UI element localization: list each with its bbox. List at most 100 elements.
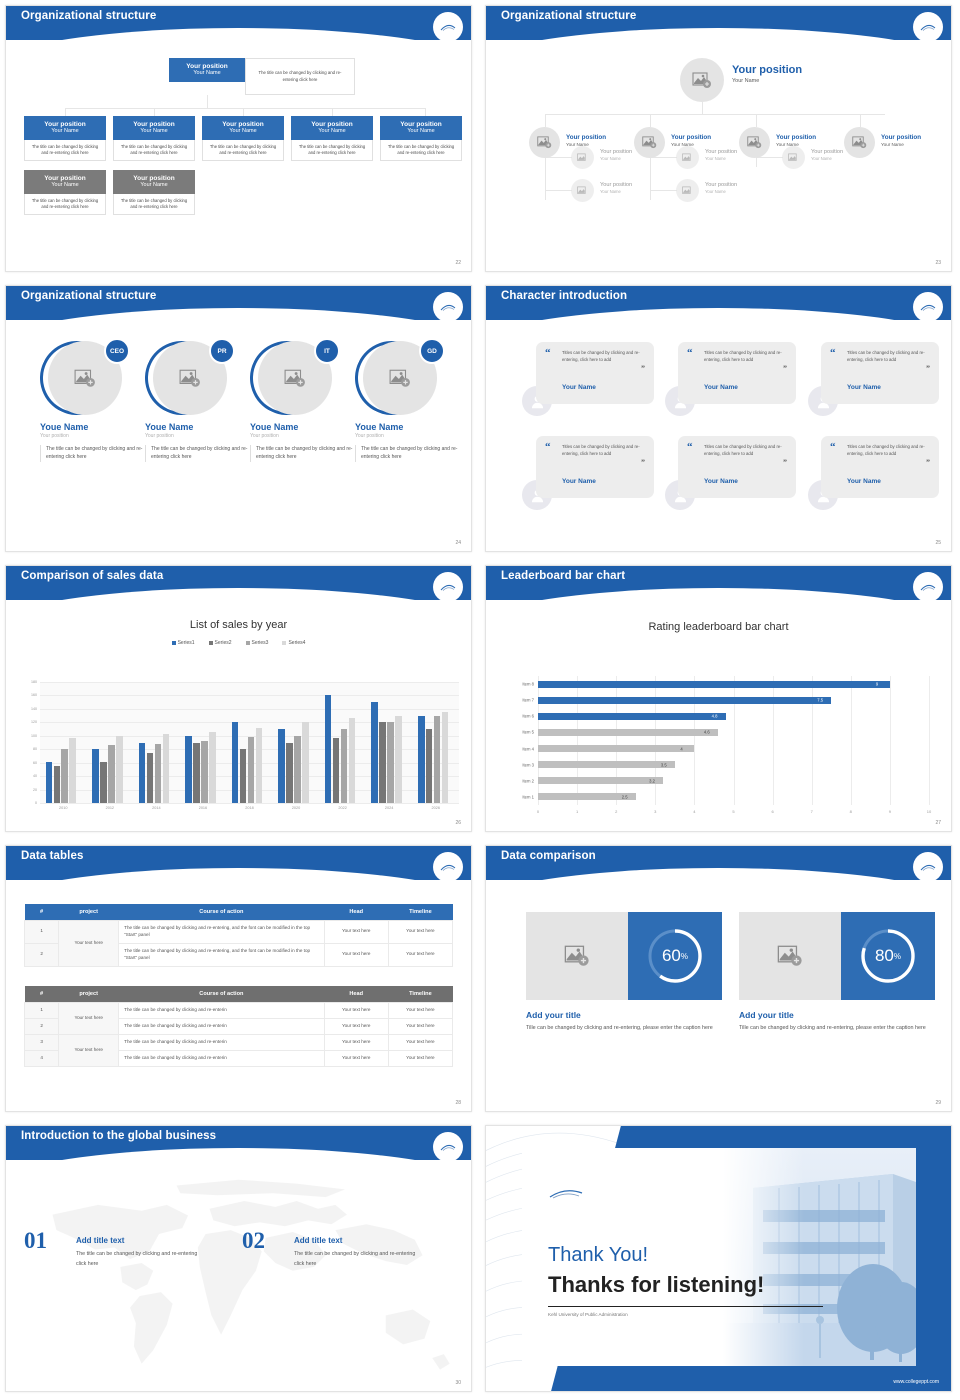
quote-card[interactable]: “ Titles can be changed by clicking and …: [678, 436, 796, 498]
item-text-block: Add title text The title can be changed …: [76, 1236, 206, 1269]
gridline: [655, 676, 657, 805]
name-label: Your Name: [318, 128, 346, 135]
slide-org-structure-boxes[interactable]: Organizational structure Your position Y…: [0, 0, 480, 280]
image-placeholder-icon: [564, 945, 589, 966]
bar: [379, 722, 386, 803]
bar: [425, 729, 433, 803]
slide-header: Data tables: [6, 846, 471, 890]
x-axis-tick: 2010: [59, 806, 68, 810]
y-axis-tick: 100: [31, 733, 37, 738]
member-desc: The title can be changed by clicking and…: [355, 445, 465, 462]
gridline: [811, 676, 813, 805]
x-axis-tick: 2018: [245, 806, 254, 810]
gridline: [40, 803, 459, 804]
org-top-box[interactable]: Your position Your Name: [169, 58, 245, 83]
cell-num: 1: [23, 920, 60, 944]
comparison-card[interactable]: 80%: [739, 912, 935, 1000]
slide-global-business[interactable]: Introduction to the global business: [0, 1120, 480, 1400]
root-label: Your position Your Name: [732, 64, 803, 84]
arc-logo-icon: [913, 12, 943, 42]
page-number: 26: [455, 820, 461, 826]
data-table-primary: # project Course of action Head Timeline…: [23, 904, 454, 967]
comparison-card[interactable]: 60%: [526, 912, 722, 1000]
member-position: Your position: [355, 433, 384, 439]
quote-name: Your Name: [562, 384, 596, 391]
bar: [395, 715, 402, 803]
org-box[interactable]: Your position Your Name The title can be …: [202, 116, 284, 162]
bar-chart-plot: 0 20 40 60 80 100 120 140 160 180 2010 2012 2014 2016…: [31, 680, 459, 810]
cell-timeline: Your text here: [387, 1017, 454, 1035]
slide-title: Data comparison: [501, 850, 596, 862]
divider: [548, 1306, 823, 1307]
image-placeholder-icon: [74, 369, 95, 387]
quote-card[interactable]: “ Titles can be changed by clicking and …: [536, 342, 654, 404]
org-box[interactable]: Your position Your Name The title can be …: [24, 170, 106, 216]
org-box[interactable]: Your position Your Name The title can be …: [24, 116, 106, 162]
table-row[interactable]: 2 The title can be changed by clicking a…: [23, 942, 454, 967]
y-axis-tick: 0: [35, 801, 37, 805]
org-box[interactable]: Your position Your Name The title can be …: [113, 170, 195, 216]
slide-header: Organizational structure: [6, 6, 471, 50]
org-box[interactable]: Your position Your Name The title can be …: [380, 116, 462, 162]
item-text-block: Add title text The title can be changed …: [294, 1236, 424, 1269]
quote-card[interactable]: “ Titles can be changed by clicking and …: [821, 436, 939, 498]
card-title: Add your title: [739, 1010, 794, 1020]
bar: [154, 743, 162, 803]
x-axis-tick: 8: [849, 809, 852, 814]
slide-sales-comparison[interactable]: Comparison of sales data List of sales b…: [0, 560, 480, 840]
bar: [255, 728, 263, 803]
quote-card[interactable]: “ Titles can be changed by clicking and …: [536, 436, 654, 498]
gridline: [850, 676, 852, 805]
slide-title: Organizational structure: [501, 10, 637, 22]
x-axis-tick: 3: [654, 809, 657, 814]
team-member[interactable]: PR Youe Name Your position The title can…: [132, 328, 255, 462]
gridline: [40, 682, 459, 683]
y-axis-tick: 20: [33, 787, 37, 792]
item-desc: The title can be changed by clicking and…: [294, 1251, 416, 1267]
slide-thank-you[interactable]: Thank You! Thanks for listening! Kehl Un…: [480, 1120, 960, 1400]
x-axis-tick: 2012: [105, 806, 115, 810]
bar: [294, 735, 301, 803]
team-member[interactable]: IT Youe Name Your position The title can…: [237, 328, 360, 462]
slide-data-comparison[interactable]: Data comparison 60%: [480, 840, 960, 1120]
x-axis-tick: 0: [536, 809, 540, 814]
org-box[interactable]: Your position Your Name The title can be …: [113, 116, 195, 162]
cell-num: 3: [23, 1033, 60, 1051]
quote-name: Your Name: [704, 478, 738, 485]
bar-value-label: 4: [680, 746, 683, 752]
bar: [53, 766, 61, 803]
quote-name: Your Name: [704, 384, 738, 391]
org-box-desc: The title can be changed by clicking and…: [24, 140, 106, 162]
position-label: Your position: [311, 121, 353, 128]
table-row[interactable]: 1 Your text here The title can be change…: [23, 1002, 454, 1035]
image-placeholder: [739, 912, 841, 1000]
image-placeholder-icon: [577, 152, 586, 161]
avatar: [634, 127, 665, 158]
table-row[interactable]: 4 The title can be changed by clicking a…: [23, 1049, 454, 1067]
level3-label: Your position Your Name: [811, 149, 844, 161]
website-url[interactable]: www.collegeppt.com: [893, 1379, 939, 1385]
table-row[interactable]: 1 Your text here The title can be change…: [23, 920, 454, 967]
gridline: [40, 735, 459, 737]
slide-header: Introduction to the global business: [6, 1126, 471, 1170]
quote-card[interactable]: “ Titles can be changed by clicking and …: [821, 342, 939, 404]
slide-character-introduction[interactable]: Character introduction “ Titles can be c…: [480, 280, 960, 560]
org-box[interactable]: Your position Your Name The title can be …: [291, 116, 373, 162]
cell-course: The title can be changed by clicking and…: [118, 942, 325, 967]
quote-text: Titles can be changed by clicking and re…: [562, 444, 640, 456]
slide-data-tables[interactable]: Data tables # project Course of action H…: [0, 840, 480, 1120]
cell-course: The title can be changed by clicking and…: [118, 1049, 325, 1067]
slide-org-structure-avatars[interactable]: Organizational structure Your position Y…: [480, 0, 960, 280]
quote-card[interactable]: “ Titles can be changed by clicking and …: [678, 342, 796, 404]
gridline: [40, 722, 459, 724]
slide-org-structure-team[interactable]: Organizational structure CEO Youe Name Y…: [0, 280, 480, 560]
world-map-background: [52, 1179, 450, 1370]
team-member[interactable]: CEO Youe Name Your position The title ca…: [27, 328, 150, 462]
legend-label: Series4: [288, 640, 306, 646]
slide-leaderboard[interactable]: Leaderboard bar chart Rating leaderboard…: [480, 560, 960, 840]
team-member[interactable]: GD Youe Name Your position The title can…: [342, 328, 465, 462]
cell-timeline: Your text here: [387, 1049, 454, 1067]
institution-name: Kehl University of Public Administration: [548, 1312, 628, 1317]
table-row[interactable]: 3 Your text here The title can be change…: [23, 1033, 454, 1067]
legend-item: Series1: [171, 640, 195, 646]
